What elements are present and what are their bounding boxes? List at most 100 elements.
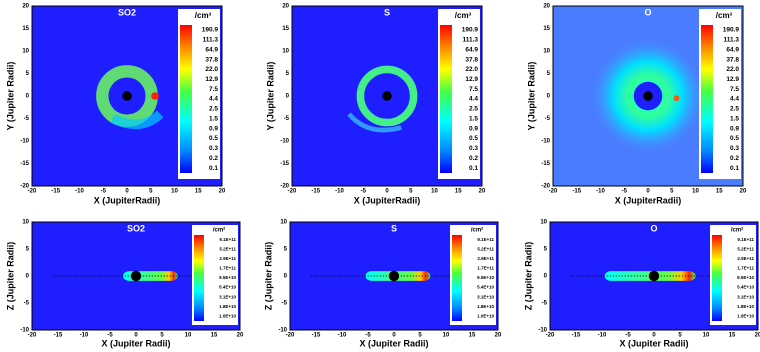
colorbar-label: 22.0 <box>465 66 478 73</box>
colorbar-label: 2.9E+11 <box>219 256 236 261</box>
panel-title: S <box>391 223 397 233</box>
colorbar-label: 0.2 <box>469 155 478 162</box>
colorbar-label: 111.3 <box>202 37 218 44</box>
colorbar-label: 0.9 <box>469 125 478 132</box>
plot-frame <box>289 221 499 331</box>
y-tick-label: -5 <box>284 116 290 122</box>
colorbar-label: 7.5 <box>730 86 739 93</box>
colorbar-label: 1.0E+10 <box>477 313 494 318</box>
colorbar-label: 190.9 <box>462 27 479 34</box>
colorbar-label: 1.8E+10 <box>219 304 236 309</box>
y-tick-label: 5 <box>544 247 548 253</box>
x-tick-label: 10 <box>443 333 450 339</box>
colorbar-label: 5.4E+10 <box>219 285 236 290</box>
y-tick-label: -15 <box>280 161 289 167</box>
colorbar <box>440 25 452 173</box>
colorbar-label: 0.3 <box>469 145 478 152</box>
colorbar-label: 4.4 <box>209 96 218 103</box>
x-tick-label: 20 <box>237 333 244 339</box>
x-tick-label: -15 <box>311 189 320 195</box>
density-peak <box>151 92 159 100</box>
panel-title: O <box>644 7 651 17</box>
y-tick-label: -5 <box>24 116 30 122</box>
colorbar-label: 1.5 <box>209 115 218 122</box>
y-tick-label: 10 <box>22 49 29 55</box>
y-tick-label: 20 <box>282 4 289 10</box>
colorbar-label: 1.7E+11 <box>737 266 754 271</box>
density-peak <box>673 95 680 102</box>
y-axis-label: Y (Jupiter Radii) <box>265 62 275 131</box>
y-tick-label: 0 <box>284 274 288 280</box>
y-axis-label: Z (Jupiter Radii) <box>523 242 533 311</box>
colorbar-unit: /cm² <box>471 227 483 234</box>
colorbar-label: 5.4E+10 <box>477 285 494 290</box>
y-axis-label: Y (Jupiter Radii) <box>5 62 15 131</box>
colorbar-label: 4.4 <box>469 96 478 103</box>
jupiter <box>643 91 653 101</box>
x-tick-label: -15 <box>572 189 581 195</box>
colorbar-label: 0.2 <box>730 155 739 162</box>
x-tick-label: 15 <box>729 333 736 339</box>
plot-frame <box>31 5 223 187</box>
colorbar-label: 12.9 <box>205 76 218 83</box>
x-tick-label: 15 <box>716 189 723 195</box>
x-axis-label: X (Jupiter Radii) <box>619 338 688 348</box>
x-tick-label: 0 <box>134 333 138 339</box>
colorbar-label: 1.8E+10 <box>737 304 754 309</box>
y-tick-label: -15 <box>20 161 29 167</box>
y-tick-label: -10 <box>278 328 287 334</box>
x-axis-label: X (JupiterRadii) <box>615 195 682 205</box>
colorbar-label: 64.9 <box>465 46 478 53</box>
plot-frame <box>549 221 759 331</box>
y-axis-label: Y (Jupiter Radii) <box>526 62 536 131</box>
colorbar-label: 4.4 <box>730 96 739 103</box>
y-tick-label: -5 <box>282 301 288 307</box>
colorbar-label: 2.9E+11 <box>737 256 754 261</box>
colorbar-unit: /cm³ <box>195 11 212 20</box>
colorbar-label: 9.5E+10 <box>737 275 754 280</box>
x-tick-label: 10 <box>692 189 699 195</box>
colorbar-label: 37.8 <box>205 56 218 63</box>
x-tick-label: -5 <box>361 189 367 195</box>
jupiter <box>130 270 142 282</box>
colorbar-label: 5.2E+11 <box>737 247 754 252</box>
colorbar-label: 37.8 <box>726 56 739 63</box>
colorbar-label: 12.9 <box>465 76 478 83</box>
colorbar-label: 64.9 <box>205 46 218 53</box>
x-tick-label: 10 <box>431 189 438 195</box>
x-tick-label: -10 <box>338 333 347 339</box>
colorbar-label: 22.0 <box>726 66 739 73</box>
y-tick-label: -10 <box>538 328 547 334</box>
colorbar-label: 5.2E+11 <box>219 247 236 252</box>
y-tick-label: 20 <box>543 4 550 10</box>
x-tick-label: -15 <box>54 333 63 339</box>
x-tick-label: -10 <box>335 189 344 195</box>
colorbar-label: 3.1E+10 <box>737 294 754 299</box>
x-tick-label: 10 <box>185 333 192 339</box>
x-tick-label: 0 <box>652 333 656 339</box>
x-tick-label: -10 <box>80 333 89 339</box>
jupiter <box>122 91 132 101</box>
x-tick-label: 5 <box>678 333 682 339</box>
colorbar-label: 0.3 <box>209 145 218 152</box>
panel-title: S <box>384 7 390 17</box>
y-tick-label: -10 <box>280 139 289 145</box>
colorbar-label: 37.8 <box>465 56 478 63</box>
x-tick-label: 5 <box>670 189 674 195</box>
y-tick-label: 5 <box>26 71 30 77</box>
x-tick-label: 15 <box>211 333 218 339</box>
y-tick-label: 5 <box>26 247 30 253</box>
colorbar-label: 2.5 <box>730 106 739 113</box>
x-tick-label: 20 <box>740 189 747 195</box>
colorbar-label: 2.5 <box>469 106 478 113</box>
colorbar-label: 0.2 <box>209 155 218 162</box>
plot-frame <box>291 5 483 187</box>
colorbar-label: 3.1E+10 <box>477 294 494 299</box>
colorbar-label: 64.9 <box>726 46 739 53</box>
x-axis-label: X (JupiterRadii) <box>354 195 421 205</box>
colorbar-label: 0.5 <box>209 135 218 142</box>
colorbar-label: 0.1 <box>730 165 739 172</box>
x-tick-label: -10 <box>598 333 607 339</box>
y-tick-label: 10 <box>543 49 550 55</box>
x-tick-label: 5 <box>149 189 153 195</box>
